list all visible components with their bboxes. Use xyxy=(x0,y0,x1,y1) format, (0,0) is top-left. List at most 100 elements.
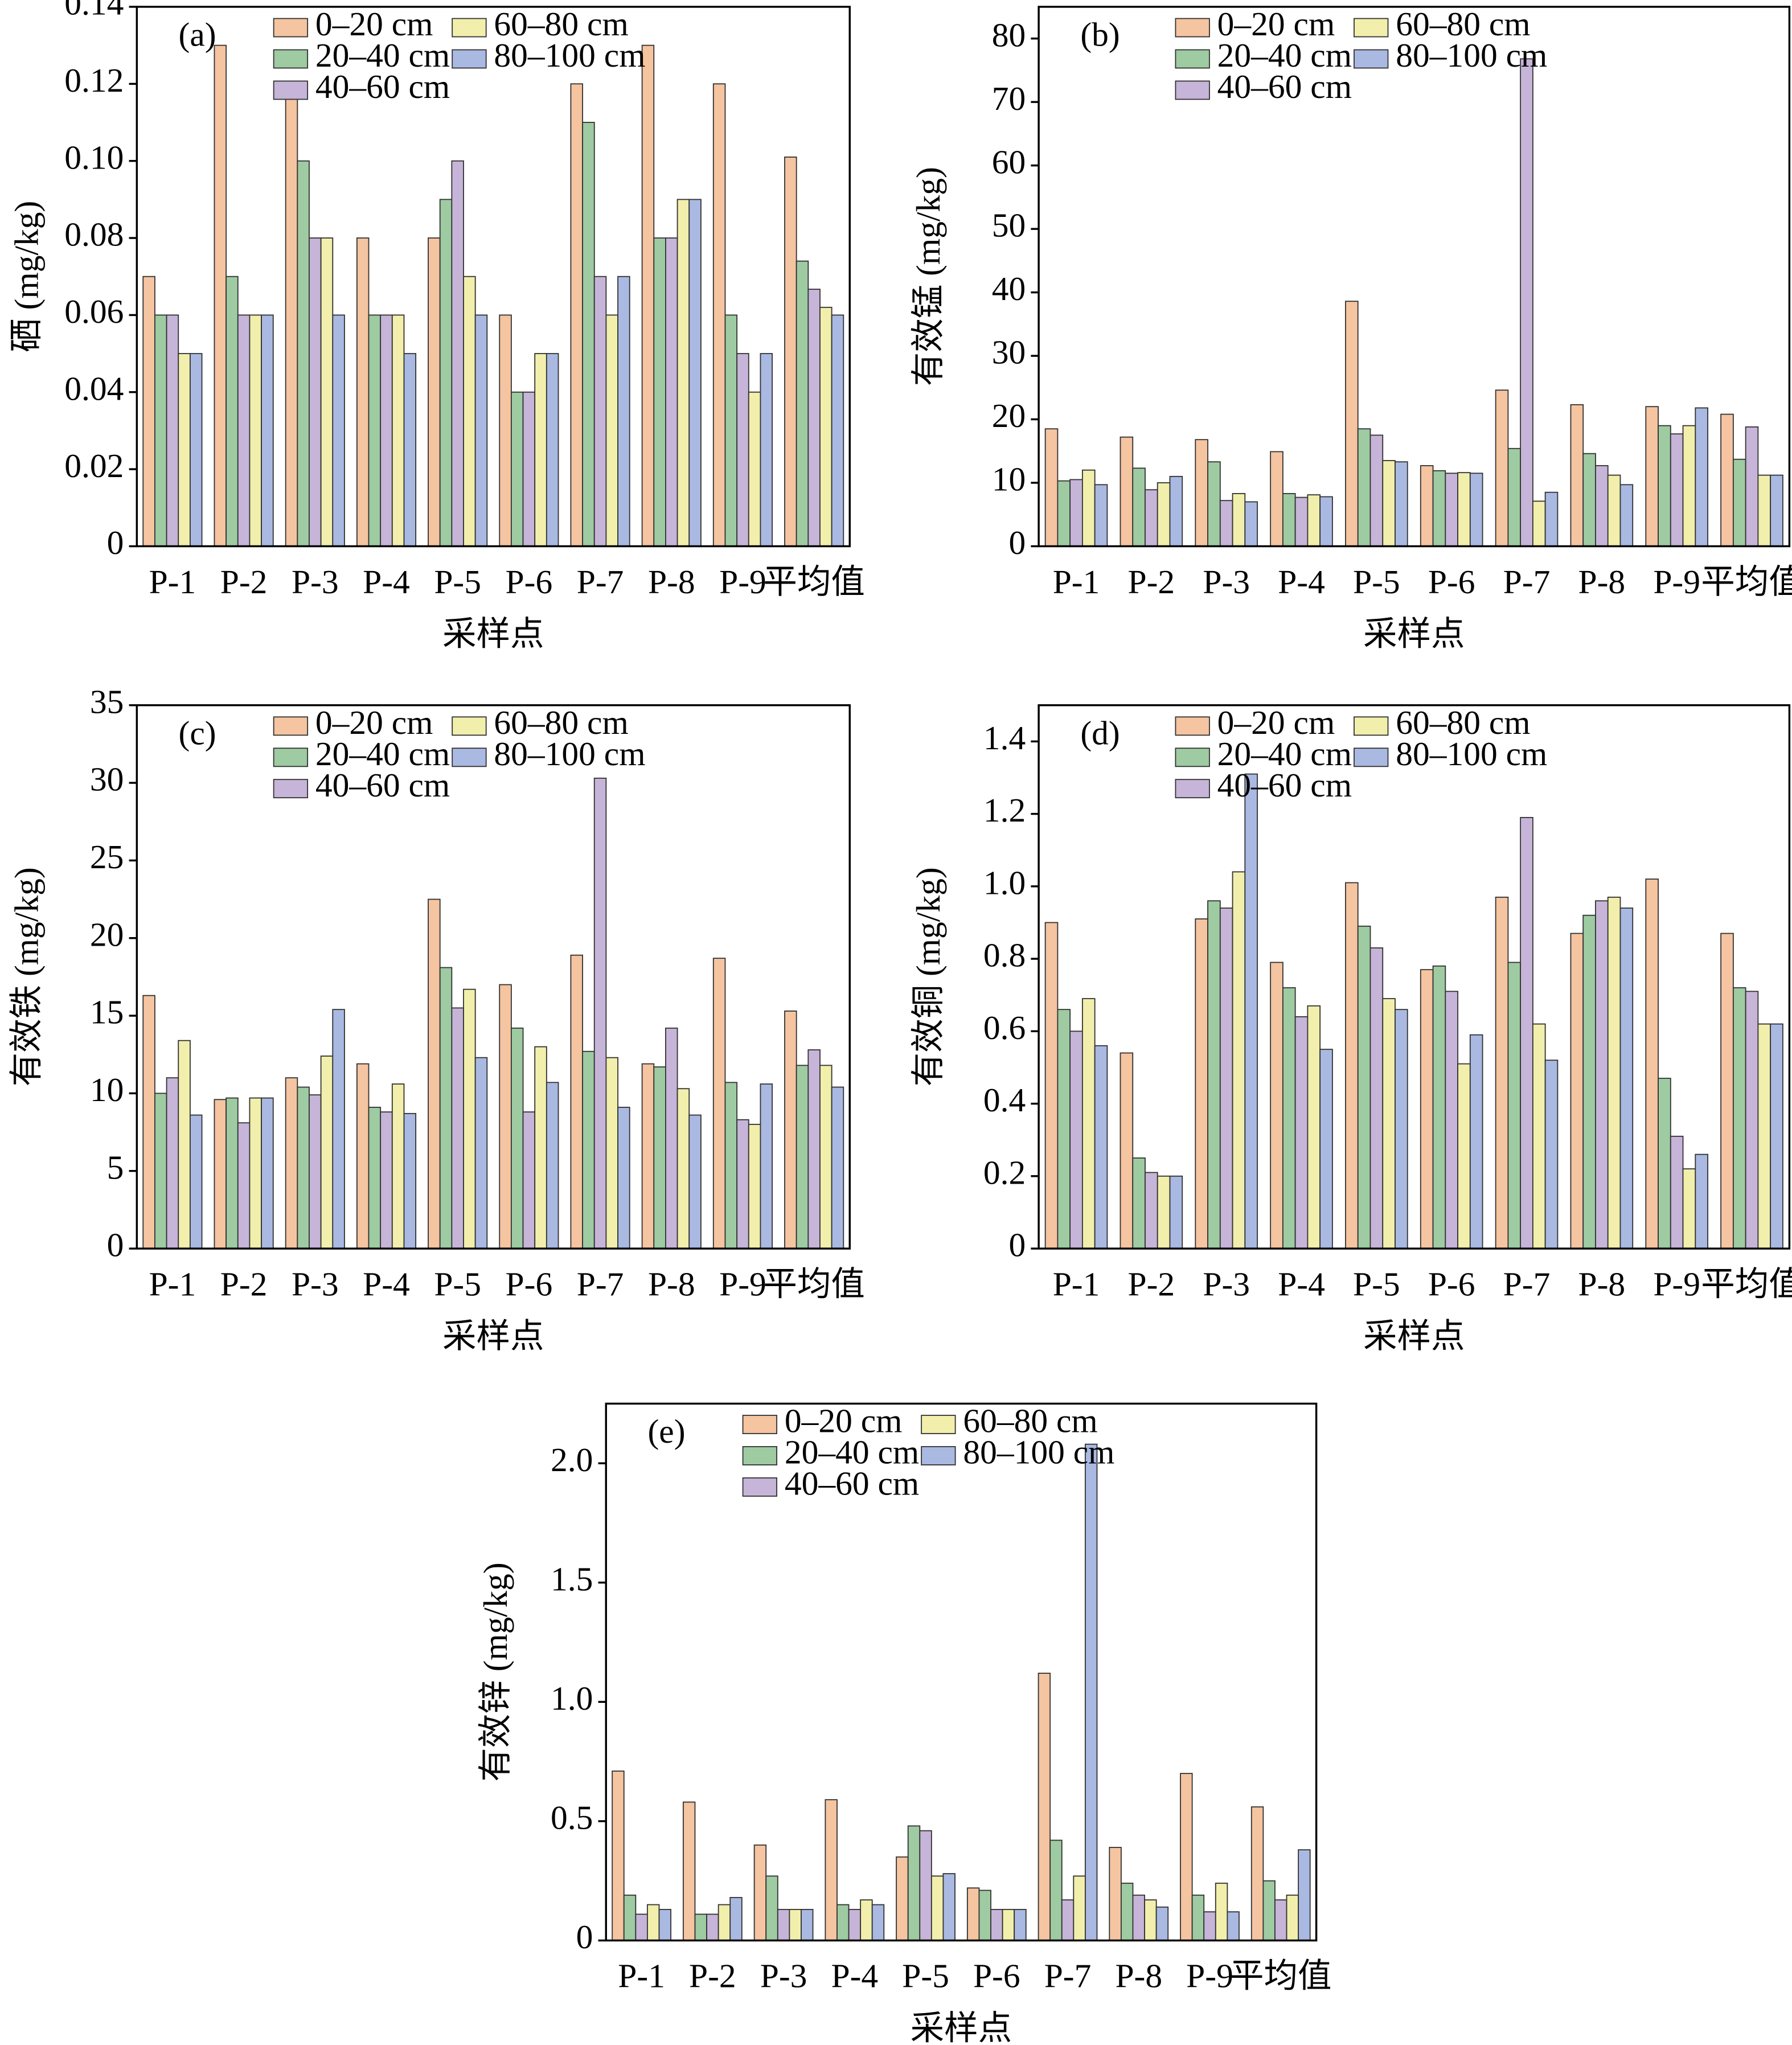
bar xyxy=(1081,469,1096,547)
bar xyxy=(1307,1005,1321,1250)
bar xyxy=(729,1897,743,1941)
bar xyxy=(1658,1078,1671,1250)
panel-label: (a) xyxy=(179,16,216,54)
bar xyxy=(807,289,821,547)
x-tick-label: P-1 xyxy=(149,1265,196,1303)
legend-swatch xyxy=(1354,18,1389,38)
bar xyxy=(546,353,559,547)
bar xyxy=(1745,426,1759,547)
bar xyxy=(784,156,797,547)
bar xyxy=(831,314,844,547)
y-tick-label: 40 xyxy=(992,270,1026,307)
legend-label: 60–80 cm xyxy=(963,1402,1097,1440)
bar xyxy=(930,1875,944,1941)
bar xyxy=(368,314,382,547)
bar xyxy=(760,1083,773,1250)
x-tick-label: P-2 xyxy=(220,1265,268,1303)
bar xyxy=(907,1825,921,1941)
bar xyxy=(1169,475,1183,547)
bar xyxy=(836,1904,850,1941)
x-tick-label: 平均值 xyxy=(763,1265,865,1303)
bar xyxy=(688,199,702,547)
bar xyxy=(1570,933,1584,1250)
y-tick-label: 0.10 xyxy=(64,138,124,176)
bar xyxy=(1169,1175,1183,1250)
bar xyxy=(605,1057,618,1250)
bar xyxy=(510,391,524,547)
legend-label: 40–60 cm xyxy=(1217,766,1352,804)
plot-frame xyxy=(1038,704,1791,1250)
bar xyxy=(285,1077,298,1250)
bar xyxy=(795,1065,809,1250)
bar xyxy=(1073,1875,1086,1941)
legend-swatch xyxy=(921,1446,956,1465)
bar xyxy=(570,954,584,1250)
bar xyxy=(1670,433,1684,547)
bar xyxy=(819,306,833,547)
bar xyxy=(1094,484,1108,547)
bar xyxy=(225,1097,239,1250)
bar xyxy=(1145,1172,1158,1250)
y-tick-label: 10 xyxy=(992,461,1026,498)
legend-swatch xyxy=(1354,748,1389,767)
bar xyxy=(332,1009,345,1250)
x-tick-label: P-8 xyxy=(1115,1957,1162,1995)
plot-frame xyxy=(136,704,851,1250)
bar xyxy=(428,237,441,547)
bar xyxy=(1094,1045,1108,1250)
bar xyxy=(1244,773,1258,1250)
bar xyxy=(582,1050,595,1250)
legend-swatch xyxy=(1175,80,1210,100)
bar xyxy=(1057,1009,1071,1250)
x-tick-label: P-4 xyxy=(1278,563,1325,601)
legend-swatch xyxy=(273,748,309,767)
legend-label: 60–80 cm xyxy=(1396,704,1530,741)
bar xyxy=(1282,493,1296,547)
bar xyxy=(522,1111,536,1250)
bar xyxy=(612,1770,625,1941)
bar xyxy=(777,1909,790,1941)
bar xyxy=(1180,1773,1193,1941)
bar xyxy=(1195,918,1208,1250)
bar xyxy=(1207,900,1221,1250)
bar xyxy=(1250,1806,1264,1941)
bar xyxy=(1544,1060,1559,1250)
bar xyxy=(1720,933,1734,1250)
bar xyxy=(1069,479,1083,547)
plot-frame xyxy=(605,1402,1318,1942)
bar xyxy=(189,1114,203,1250)
bar xyxy=(1395,1009,1408,1250)
bar xyxy=(1582,914,1596,1250)
bar xyxy=(694,1913,707,1941)
x-tick-label: P-1 xyxy=(1053,1265,1100,1303)
bar xyxy=(617,276,630,547)
x-axis-label: 采样点 xyxy=(1363,1317,1465,1355)
legend-label: 0–20 cm xyxy=(1217,704,1335,741)
x-tick-label: P-7 xyxy=(1503,1265,1551,1303)
bar xyxy=(214,1099,227,1250)
y-tick-label: 10 xyxy=(90,1071,124,1108)
bar xyxy=(1155,1906,1169,1941)
bar xyxy=(1081,998,1096,1250)
x-tick-label: P-8 xyxy=(1578,563,1626,601)
bar xyxy=(522,391,536,547)
bar xyxy=(1294,1016,1309,1250)
y-axis-label: 有效锰 (mg/kg) xyxy=(909,167,947,386)
bar xyxy=(1044,922,1059,1250)
bar xyxy=(760,353,773,547)
legend-swatch xyxy=(742,1415,777,1435)
bar xyxy=(748,391,761,547)
y-tick-label: 0 xyxy=(107,524,124,561)
legend-label: 80–100 cm xyxy=(963,1434,1114,1471)
bar xyxy=(1319,496,1333,547)
bar xyxy=(736,353,749,547)
bar xyxy=(1132,467,1146,547)
bar xyxy=(748,1124,761,1250)
x-tick-label: P-2 xyxy=(1128,1265,1175,1303)
legend-label: 0–20 cm xyxy=(1217,5,1335,43)
panel-label: (b) xyxy=(1080,16,1120,54)
legend-swatch xyxy=(273,80,309,100)
bar xyxy=(688,1114,702,1250)
bar xyxy=(474,1057,488,1250)
bar xyxy=(166,314,179,547)
